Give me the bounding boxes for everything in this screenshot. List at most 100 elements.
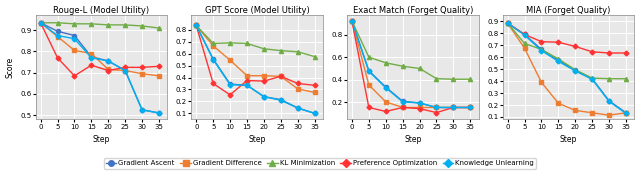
Gradient Ascent <box>365 70 372 72</box>
Preference Optimization <box>538 41 545 43</box>
Preference Optimization <box>467 106 474 109</box>
Gradient Difference <box>504 22 511 24</box>
Knowledge Unlearning <box>227 84 234 86</box>
Gradient Ascent <box>155 112 163 114</box>
Gradient Ascent <box>104 60 112 62</box>
KL Minimization <box>433 78 440 80</box>
Gradient Difference <box>538 81 545 83</box>
Gradient Difference <box>155 75 163 77</box>
Knowledge Unlearning <box>588 78 596 80</box>
Gradient Ascent <box>554 59 562 61</box>
Gradient Difference <box>467 106 474 109</box>
X-axis label: Step: Step <box>560 135 577 144</box>
Line: Knowledge Unlearning: Knowledge Unlearning <box>39 21 161 115</box>
Preference Optimization <box>227 94 234 96</box>
KL Minimization <box>449 78 457 80</box>
Knowledge Unlearning <box>155 112 163 114</box>
Gradient Difference <box>605 114 613 116</box>
Gradient Ascent <box>193 24 200 26</box>
Gradient Difference <box>416 106 424 109</box>
Gradient Difference <box>382 101 390 103</box>
Preference Optimization <box>88 64 95 66</box>
KL Minimization <box>348 20 356 22</box>
KL Minimization <box>622 78 630 80</box>
Gradient Difference <box>294 88 301 90</box>
KL Minimization <box>467 78 474 80</box>
Knowledge Unlearning <box>399 101 406 103</box>
Line: Preference Optimization: Preference Optimization <box>195 24 316 97</box>
Knowledge Unlearning <box>243 84 251 86</box>
KL Minimization <box>260 48 268 50</box>
Knowledge Unlearning <box>294 107 301 109</box>
Preference Optimization <box>193 24 200 26</box>
Knowledge Unlearning <box>433 106 440 109</box>
KL Minimization <box>365 56 372 58</box>
Line: KL Minimization: KL Minimization <box>38 21 161 30</box>
Line: Preference Optimization: Preference Optimization <box>350 19 472 114</box>
KL Minimization <box>54 22 61 24</box>
KL Minimization <box>382 62 390 64</box>
Preference Optimization <box>122 66 129 68</box>
Knowledge Unlearning <box>138 109 146 111</box>
Gradient Ascent <box>399 100 406 102</box>
Gradient Ascent <box>138 109 146 111</box>
KL Minimization <box>155 27 163 29</box>
Preference Optimization <box>416 108 424 110</box>
Knowledge Unlearning <box>538 50 545 52</box>
Legend: Gradient Ascent, Gradient Difference, KL Minimization, Preference Optimization, : Gradient Ascent, Gradient Difference, KL… <box>104 158 536 169</box>
Knowledge Unlearning <box>70 38 78 40</box>
Gradient Difference <box>260 75 268 77</box>
X-axis label: Step: Step <box>93 135 110 144</box>
Gradient Difference <box>399 106 406 109</box>
Gradient Ascent <box>70 34 78 36</box>
Line: Preference Optimization: Preference Optimization <box>39 21 161 78</box>
Line: Gradient Difference: Gradient Difference <box>506 21 628 117</box>
Line: Knowledge Unlearning: Knowledge Unlearning <box>195 24 316 115</box>
Gradient Difference <box>554 102 562 104</box>
KL Minimization <box>243 42 251 45</box>
Gradient Difference <box>365 84 372 86</box>
KL Minimization <box>605 78 613 80</box>
Preference Optimization <box>260 80 268 82</box>
KL Minimization <box>311 56 319 58</box>
Knowledge Unlearning <box>88 57 95 59</box>
Knowledge Unlearning <box>348 20 356 22</box>
Gradient Difference <box>36 22 44 24</box>
Preference Optimization <box>70 75 78 77</box>
Knowledge Unlearning <box>365 70 372 72</box>
Gradient Ascent <box>572 69 579 71</box>
Title: Rouge-L (Model Utility): Rouge-L (Model Utility) <box>53 6 150 15</box>
Line: KL Minimization: KL Minimization <box>506 21 628 81</box>
Gradient Ascent <box>416 102 424 104</box>
KL Minimization <box>504 22 511 24</box>
Gradient Ascent <box>449 106 457 109</box>
Line: Preference Optimization: Preference Optimization <box>506 21 628 55</box>
Preference Optimization <box>382 110 390 112</box>
Preference Optimization <box>504 22 511 24</box>
KL Minimization <box>554 58 562 60</box>
Preference Optimization <box>311 84 319 86</box>
KL Minimization <box>88 23 95 25</box>
Gradient Difference <box>521 47 529 49</box>
Gradient Ascent <box>227 83 234 85</box>
Preference Optimization <box>294 82 301 84</box>
Knowledge Unlearning <box>416 102 424 104</box>
Knowledge Unlearning <box>554 60 562 62</box>
Gradient Ascent <box>54 30 61 32</box>
Gradient Ascent <box>260 96 268 98</box>
Preference Optimization <box>605 52 613 54</box>
Knowledge Unlearning <box>622 112 630 114</box>
KL Minimization <box>588 77 596 79</box>
X-axis label: Step: Step <box>248 135 266 144</box>
Gradient Difference <box>193 24 200 26</box>
Preference Optimization <box>622 52 630 54</box>
Gradient Difference <box>104 68 112 71</box>
Line: Gradient Ascent: Gradient Ascent <box>350 19 472 110</box>
Preference Optimization <box>588 51 596 53</box>
Knowledge Unlearning <box>260 96 268 98</box>
KL Minimization <box>416 67 424 69</box>
Line: Gradient Ascent: Gradient Ascent <box>194 23 317 115</box>
Gradient Ascent <box>605 100 613 102</box>
Knowledge Unlearning <box>521 34 529 36</box>
KL Minimization <box>521 42 529 45</box>
